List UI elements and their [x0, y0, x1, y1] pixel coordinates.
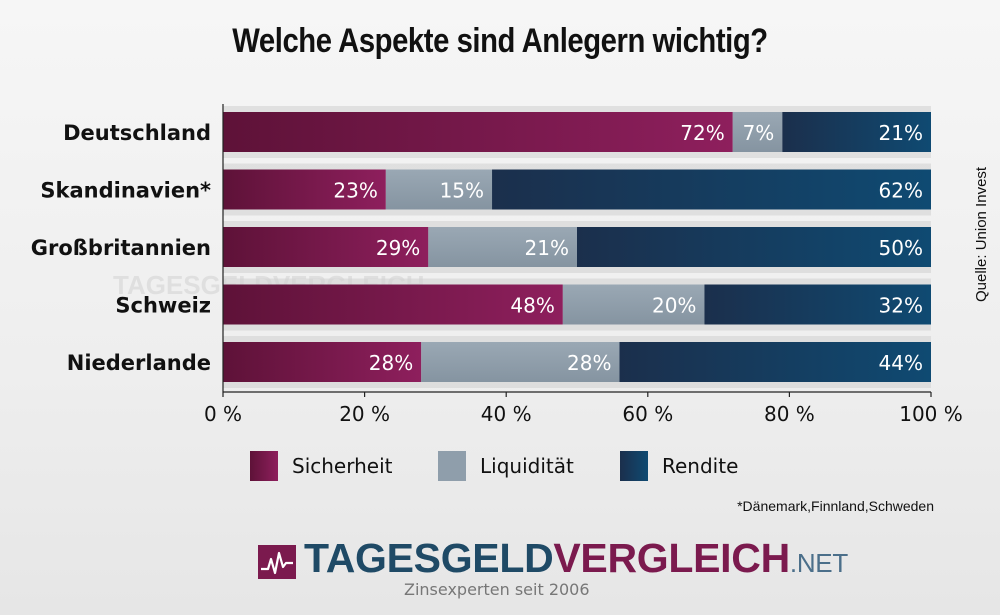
bar-sicherheit — [223, 227, 429, 267]
brand-logo: TAGESGELDVERGLEICH.NET Zinsexperten seit… — [258, 534, 848, 610]
legend-label-rendite: Rendite — [662, 454, 739, 478]
bar-sicherheit — [223, 284, 563, 325]
data-label-sicherheit: 28% — [369, 351, 413, 375]
legend-swatch-liquiditaet — [438, 451, 466, 481]
data-label-sicherheit: 23% — [333, 179, 377, 203]
bar-rendite — [782, 112, 931, 152]
legend-label-sicherheit: Sicherheit — [292, 454, 393, 478]
category-label: Skandinavien* — [40, 179, 211, 203]
bar-sicherheit — [223, 169, 386, 210]
legend-swatch-rendite — [620, 451, 648, 481]
data-label-sicherheit: 29% — [376, 236, 420, 260]
logo-part-vergleich: VERGLEICH — [553, 535, 790, 581]
bar-liquiditaet — [385, 169, 493, 210]
category-label: Großbritannien — [31, 236, 211, 260]
source-label: Quelle: Union Invest — [973, 166, 990, 302]
legend-swatch-sicherheit — [250, 451, 278, 481]
bar-liquiditaet — [428, 227, 577, 267]
stacked-bar-chart: Deutschland 72% 7% 21% Skandinavien* 23% 15% 62… — [31, 104, 963, 426]
x-tick-label: 60 % — [622, 402, 673, 426]
logo-wordmark: TAGESGELDVERGLEICH.NET — [304, 534, 848, 587]
logo-part-tagesgeld: TAGESGELD — [304, 535, 554, 581]
data-label-sicherheit: 72% — [680, 121, 724, 145]
data-label-rendite: 50% — [879, 236, 923, 260]
bar-liquiditaet — [732, 112, 783, 152]
x-tick-label: 100 % — [899, 402, 963, 426]
bar-rendite — [492, 169, 931, 210]
x-tick-label: 0 % — [204, 402, 242, 426]
logo-tagline: Zinsexperten seit 2006 — [404, 580, 590, 599]
chart-title: Welche Aspekte sind Anlegern wichtig? — [232, 22, 768, 60]
data-label-sicherheit: 48% — [510, 294, 554, 318]
chart-line-icon — [258, 545, 296, 579]
bar-rendite — [577, 227, 931, 267]
bar-rendite — [704, 284, 931, 325]
category-label: Deutschland — [63, 121, 211, 145]
data-label-rendite: 32% — [879, 294, 923, 318]
bar-sicherheit — [223, 342, 422, 382]
data-label-liquiditaet: 21% — [525, 236, 569, 260]
data-label-liquiditaet: 7% — [743, 121, 775, 145]
data-label-liquiditaet: 20% — [652, 294, 696, 318]
data-label-rendite: 62% — [879, 179, 923, 203]
legend-label-liquiditaet: Liquidität — [480, 454, 574, 478]
data-label-liquiditaet: 15% — [440, 179, 484, 203]
x-tick-label: 80 % — [764, 402, 815, 426]
data-label-rendite: 21% — [879, 121, 923, 145]
x-tick-label: 40 % — [481, 402, 532, 426]
bar-rendite — [619, 342, 931, 382]
bar-liquiditaet — [421, 342, 620, 382]
data-label-rendite: 44% — [879, 351, 923, 375]
category-label: Schweiz — [115, 294, 211, 318]
logo-tld: .NET — [789, 548, 848, 578]
x-tick-label: 20 % — [339, 402, 390, 426]
footnote: *Dänemark,Finnland,Schweden — [737, 498, 934, 514]
bar-sicherheit — [223, 112, 733, 152]
bar-liquiditaet — [562, 284, 705, 325]
category-label: Niederlande — [67, 351, 211, 375]
data-label-liquiditaet: 28% — [567, 351, 611, 375]
